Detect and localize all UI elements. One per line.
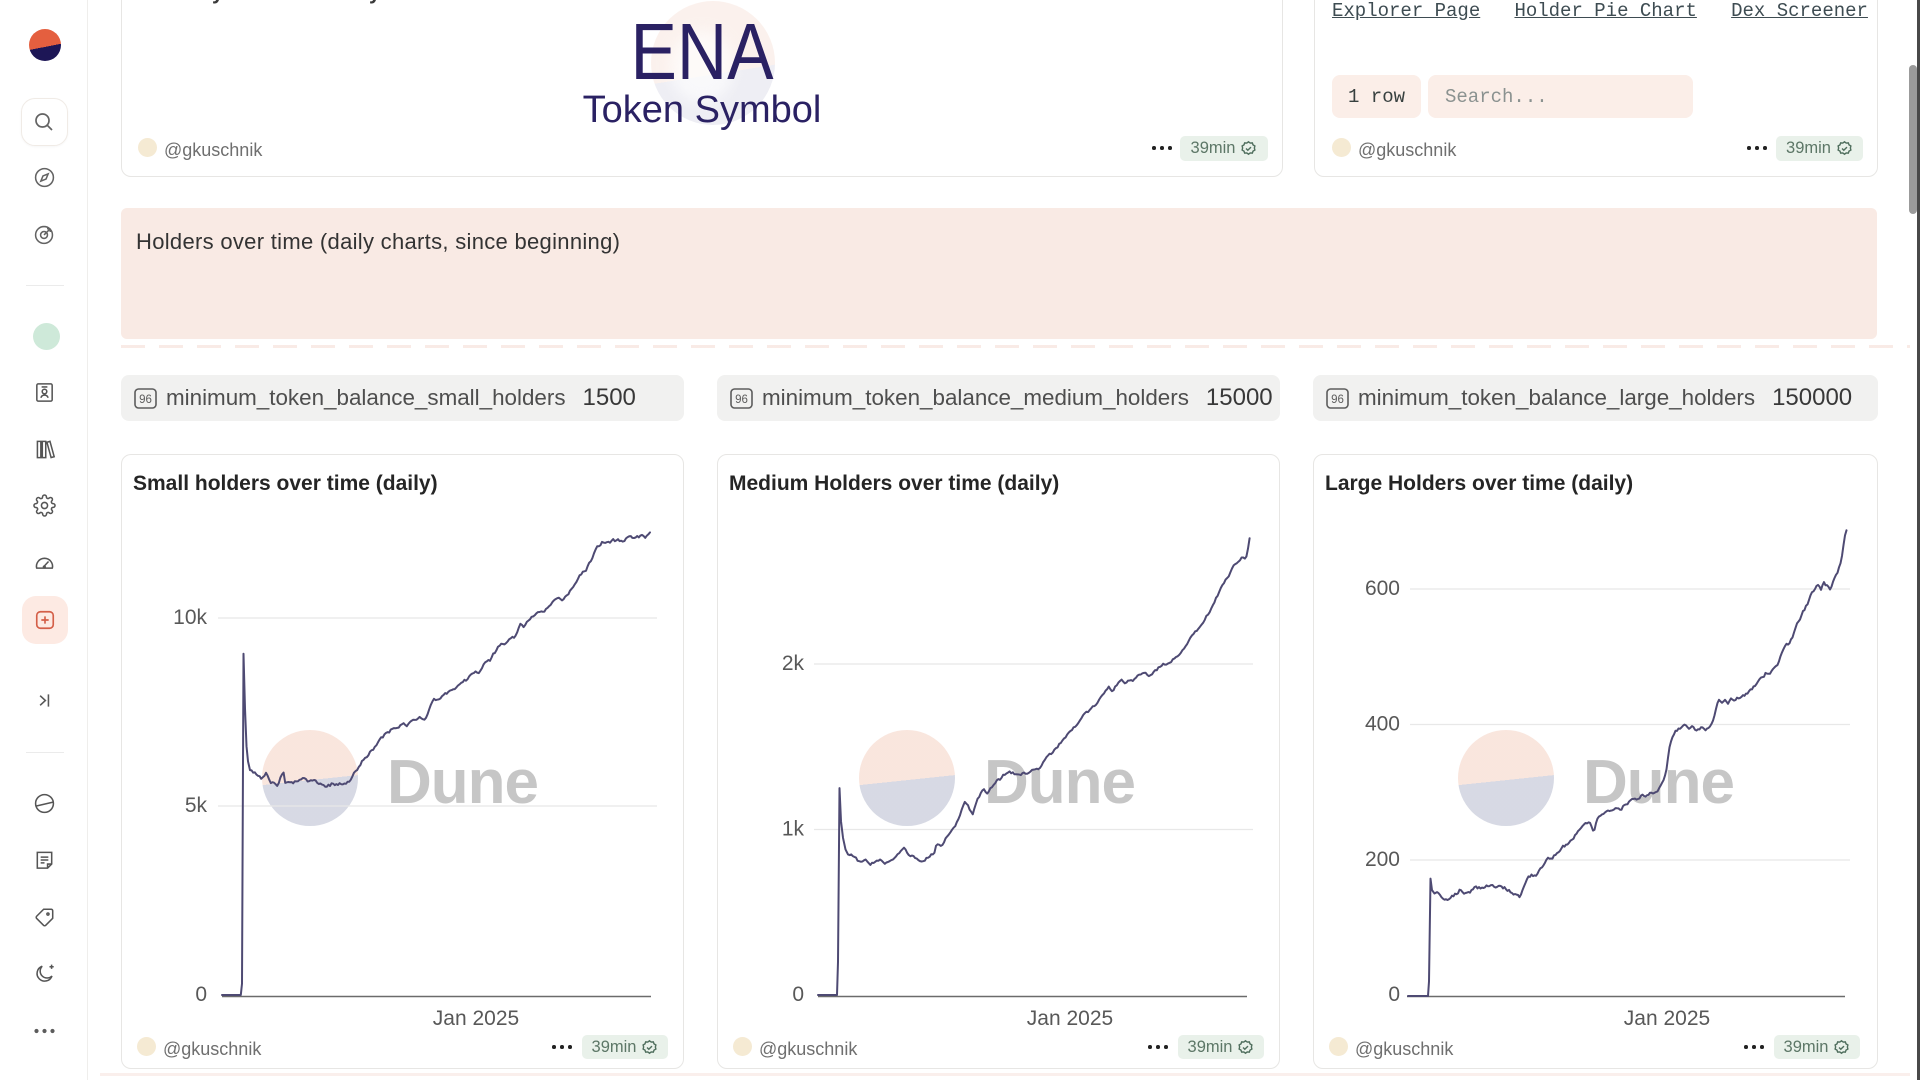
- svg-text:5k: 5k: [185, 794, 208, 817]
- svg-text:2k: 2k: [782, 652, 805, 675]
- svg-text:600: 600: [1365, 577, 1400, 600]
- svg-text:0: 0: [792, 983, 804, 1006]
- svg-text:Jan 2025: Jan 2025: [1624, 1007, 1710, 1030]
- svg-text:0: 0: [195, 983, 207, 1006]
- svg-text:1k: 1k: [782, 818, 805, 841]
- svg-text:200: 200: [1365, 848, 1400, 871]
- svg-text:96: 96: [735, 394, 748, 406]
- svg-text:10k: 10k: [173, 606, 207, 629]
- svg-text:400: 400: [1365, 713, 1400, 736]
- svg-text:0: 0: [1388, 983, 1400, 1006]
- svg-text:Jan 2025: Jan 2025: [433, 1007, 519, 1030]
- svg-text:Jan 2025: Jan 2025: [1027, 1007, 1113, 1030]
- svg-text:96: 96: [1331, 394, 1344, 406]
- svg-text:96: 96: [139, 394, 152, 406]
